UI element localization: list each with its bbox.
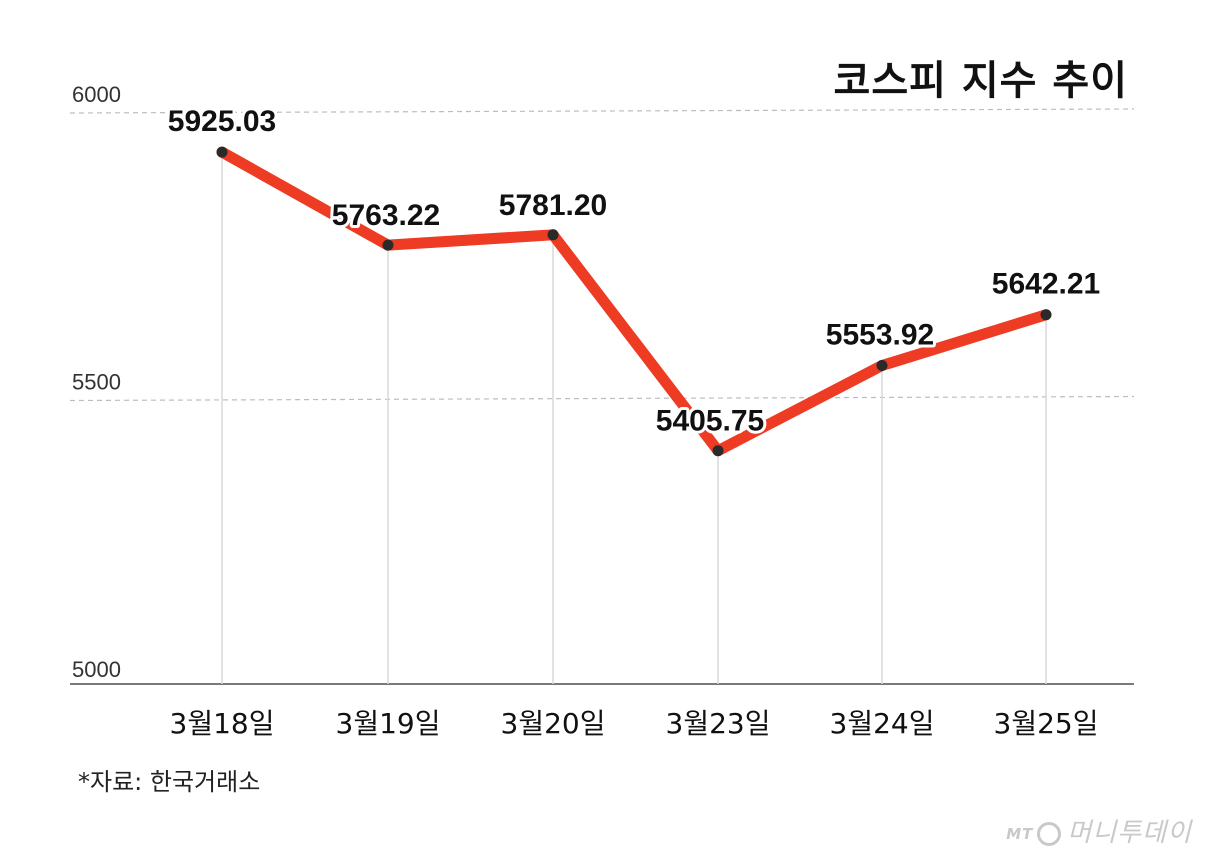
chart-title: 코스피 지수 추이: [833, 58, 1128, 104]
gridline: [69, 108, 1135, 114]
watermark: MT 머니투데이: [1006, 812, 1192, 849]
data-point: [382, 239, 394, 251]
x-tick-label: 3월24일: [830, 707, 935, 740]
x-tick-label: 3월19일: [336, 707, 441, 740]
gridline: [69, 395, 1135, 402]
data-label-halo: 5553.92: [826, 318, 934, 351]
data-label: 5763.22: [332, 199, 440, 232]
x-tick-label: 3월18일: [170, 707, 275, 740]
data-label-halo: 5781.20: [499, 189, 607, 222]
data-label: 5781.20: [499, 189, 607, 222]
data-point: [547, 229, 559, 241]
data-label-halo: 5405.75: [656, 405, 764, 438]
watermark-mark: MT: [1006, 824, 1034, 843]
data-label: 5553.92: [826, 318, 934, 351]
data-label-halo: 5763.22: [332, 199, 440, 232]
x-tick-label: 3월25일: [994, 707, 1099, 740]
y-tick-label: 6000: [72, 82, 121, 107]
x-tick-label: 3월23일: [666, 707, 771, 740]
data-point: [712, 445, 724, 457]
data-label-halo: 5925.03: [168, 105, 276, 138]
data-label: 5925.03: [168, 105, 276, 138]
y-tick-label: 5500: [72, 370, 121, 395]
data-label: 5642.21: [992, 268, 1100, 301]
data-point: [876, 359, 888, 371]
series-line: [216, 146, 1052, 457]
data-point: [1040, 309, 1052, 321]
y-tick-label: 5000: [72, 657, 121, 682]
watermark-text: 머니투데이: [1067, 818, 1192, 848]
data-label: 5405.75: [656, 405, 764, 438]
source-note: *자료: 한국거래소: [78, 768, 261, 796]
data-label-halo: 5642.21: [992, 268, 1100, 301]
mt-logo-icon: [1037, 821, 1062, 846]
data-point: [216, 146, 228, 158]
x-tick-label: 3월20일: [501, 707, 606, 740]
